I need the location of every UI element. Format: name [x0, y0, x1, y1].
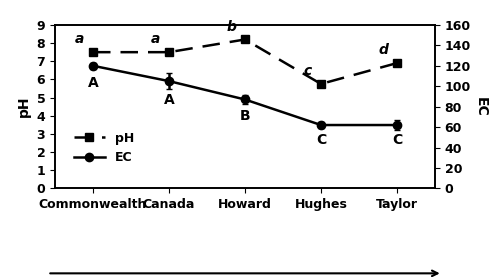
- Text: B: B: [240, 109, 250, 124]
- Text: d: d: [378, 43, 388, 57]
- Y-axis label: pH: pH: [17, 96, 31, 117]
- Text: C: C: [316, 133, 326, 147]
- Legend: pH, EC: pH, EC: [69, 127, 140, 169]
- Text: A: A: [164, 93, 174, 107]
- Text: c: c: [303, 64, 312, 78]
- Text: C: C: [392, 133, 402, 147]
- Text: A: A: [88, 76, 99, 90]
- Text: a: a: [150, 32, 160, 46]
- Y-axis label: EC: EC: [474, 97, 488, 117]
- Text: a: a: [74, 32, 84, 46]
- Text: b: b: [226, 20, 236, 34]
